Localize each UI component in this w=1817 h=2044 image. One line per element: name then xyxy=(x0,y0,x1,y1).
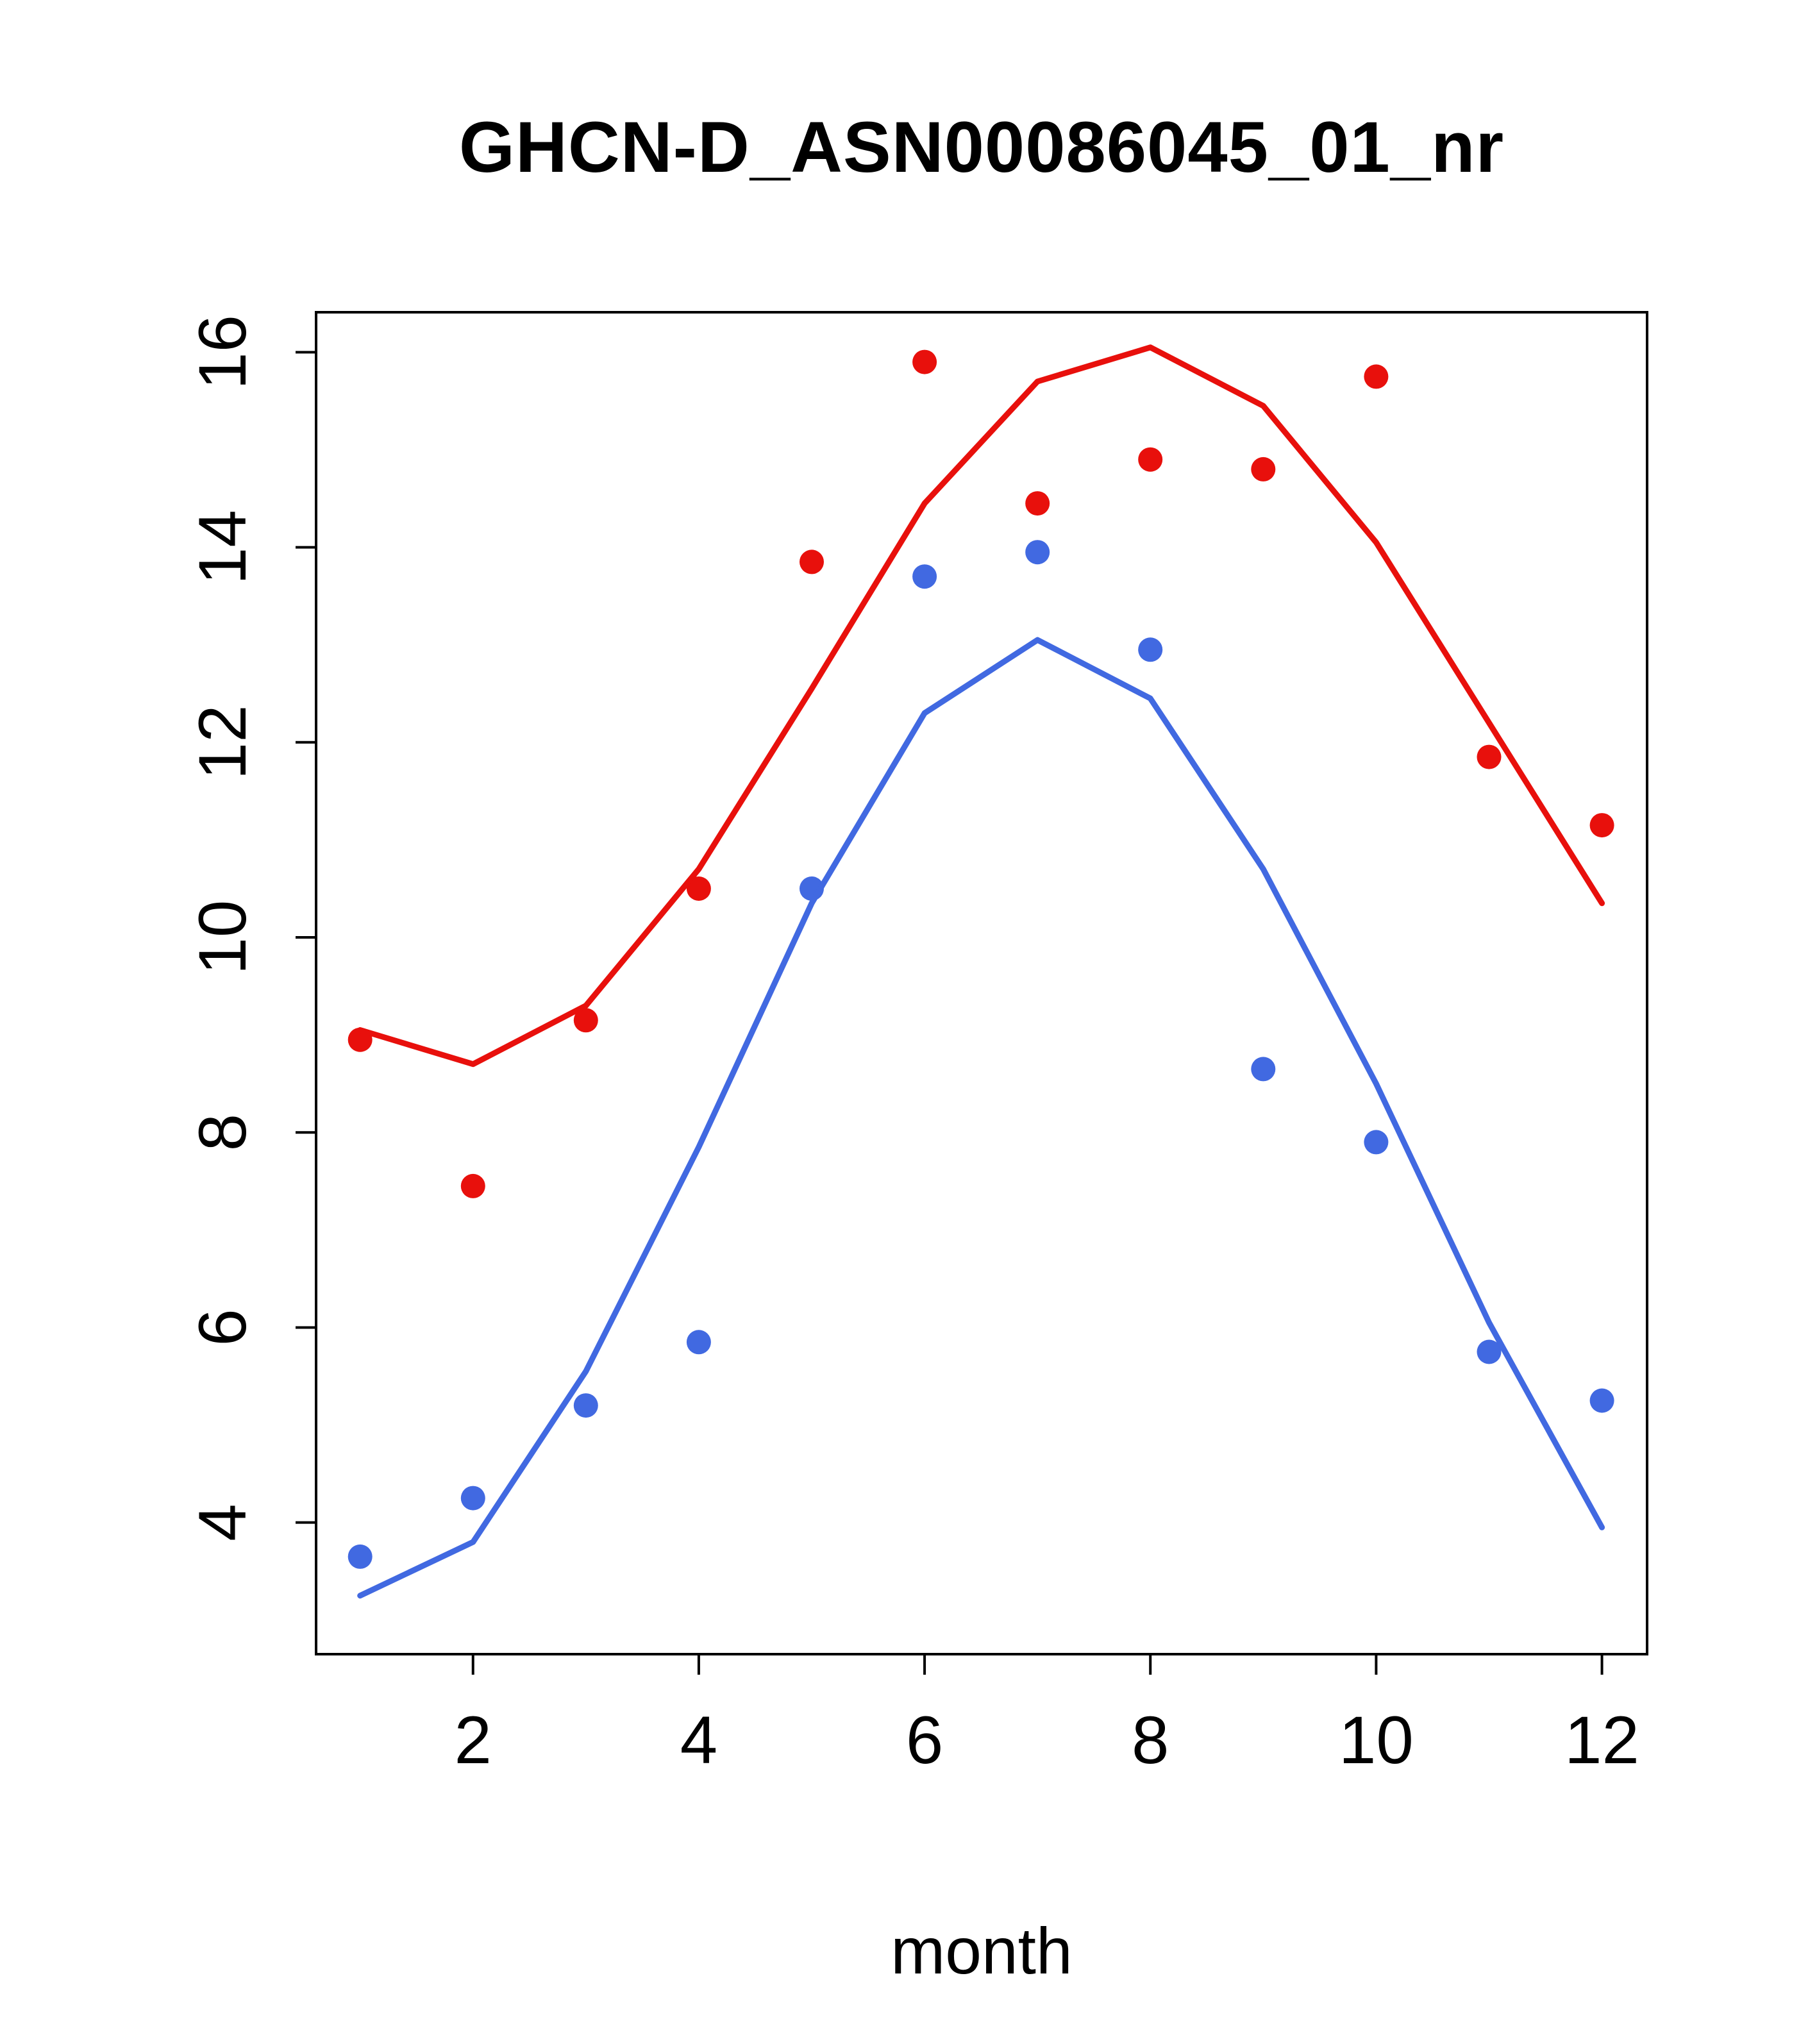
x-tick-label: 8 xyxy=(1132,1703,1169,1778)
blue-points-marker xyxy=(1138,637,1163,662)
red-points-marker xyxy=(1138,447,1163,472)
blue-points-marker xyxy=(573,1393,598,1418)
y-tick-label: 12 xyxy=(185,705,260,780)
red-points-marker xyxy=(1589,813,1614,838)
blue-points-marker xyxy=(1477,1339,1502,1364)
red-line-path xyxy=(357,344,1605,1068)
red-points-marker xyxy=(1477,744,1502,769)
blue-points-marker xyxy=(1589,1388,1614,1413)
blue-points-marker xyxy=(912,564,937,589)
blue-points-marker xyxy=(460,1486,485,1511)
y-tick-label: 8 xyxy=(185,1114,260,1151)
plot-border xyxy=(315,311,1648,1655)
red-points-marker xyxy=(1364,364,1389,389)
red-points-marker xyxy=(800,549,824,574)
red-points-marker xyxy=(573,1008,598,1033)
red-points-marker xyxy=(1025,491,1050,516)
red-points-marker xyxy=(686,876,711,901)
blue-points-marker xyxy=(1025,540,1050,565)
x-tick-label: 12 xyxy=(1564,1703,1639,1778)
x-tick-label: 6 xyxy=(906,1703,943,1778)
red-points-marker xyxy=(912,349,937,374)
blue-line-path xyxy=(357,637,1605,1599)
red-points-marker xyxy=(1251,457,1276,482)
chart-title: GHCN-D_ASN00086045_01_nr xyxy=(458,107,1505,187)
blue-points-marker xyxy=(347,1544,373,1569)
y-tick-label: 6 xyxy=(185,1309,260,1346)
y-tick-label: 4 xyxy=(185,1504,260,1541)
y-tick-label: 16 xyxy=(185,315,260,390)
blue-points-marker xyxy=(686,1330,711,1355)
blue-points-marker xyxy=(1364,1130,1389,1155)
x-axis-title: month xyxy=(891,1914,1073,1988)
x-tick-label: 4 xyxy=(680,1703,717,1778)
y-tick-label: 14 xyxy=(185,510,260,585)
blue-points-marker xyxy=(1251,1057,1276,1082)
x-tick-label: 2 xyxy=(455,1703,492,1778)
x-tick-label: 10 xyxy=(1339,1703,1414,1778)
y-tick-label: 10 xyxy=(185,900,260,975)
red-points-marker xyxy=(460,1173,485,1198)
